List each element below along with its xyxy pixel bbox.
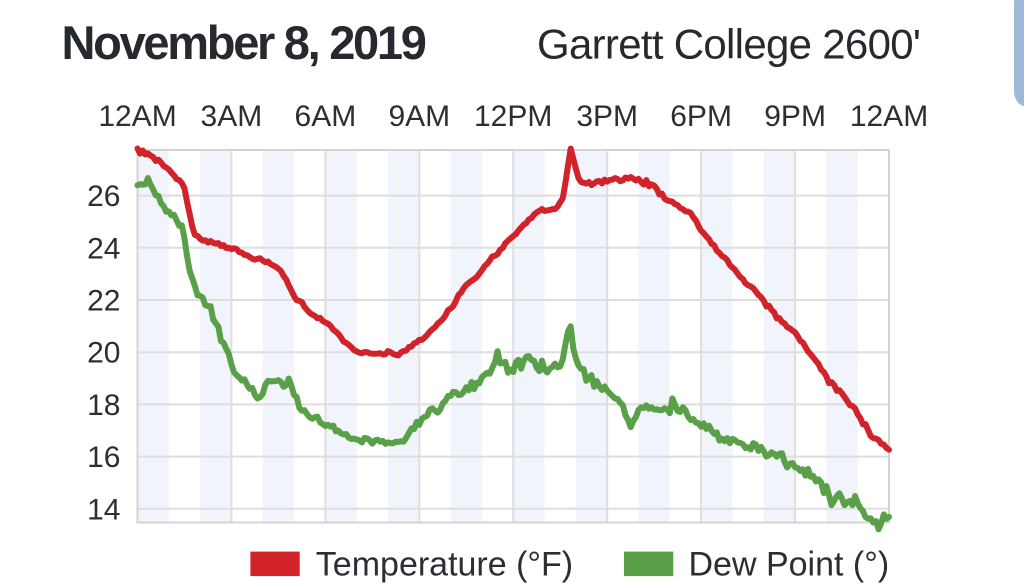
svg-text:9AM: 9AM — [388, 100, 450, 133]
svg-text:6AM: 6AM — [295, 100, 357, 133]
svg-text:22: 22 — [87, 285, 120, 318]
svg-text:Garrett College 2600': Garrett College 2600' — [537, 20, 920, 67]
svg-text:November 8, 2019: November 8, 2019 — [62, 16, 426, 69]
svg-text:3AM: 3AM — [201, 100, 263, 133]
svg-text:18: 18 — [87, 389, 120, 422]
svg-text:20: 20 — [87, 337, 120, 370]
svg-text:24: 24 — [87, 232, 120, 265]
svg-text:12AM: 12AM — [98, 100, 176, 133]
svg-text:Temperature (°F): Temperature (°F) — [316, 546, 573, 584]
svg-text:16: 16 — [87, 441, 120, 474]
svg-text:9PM: 9PM — [764, 100, 826, 133]
svg-text:14: 14 — [87, 493, 120, 526]
svg-text:12PM: 12PM — [474, 100, 552, 133]
svg-text:26: 26 — [87, 180, 120, 213]
svg-text:6PM: 6PM — [670, 100, 732, 133]
svg-text:Dew Point (°): Dew Point (°) — [689, 546, 890, 584]
svg-text:12AM: 12AM — [850, 100, 928, 133]
svg-text:3PM: 3PM — [576, 100, 638, 133]
